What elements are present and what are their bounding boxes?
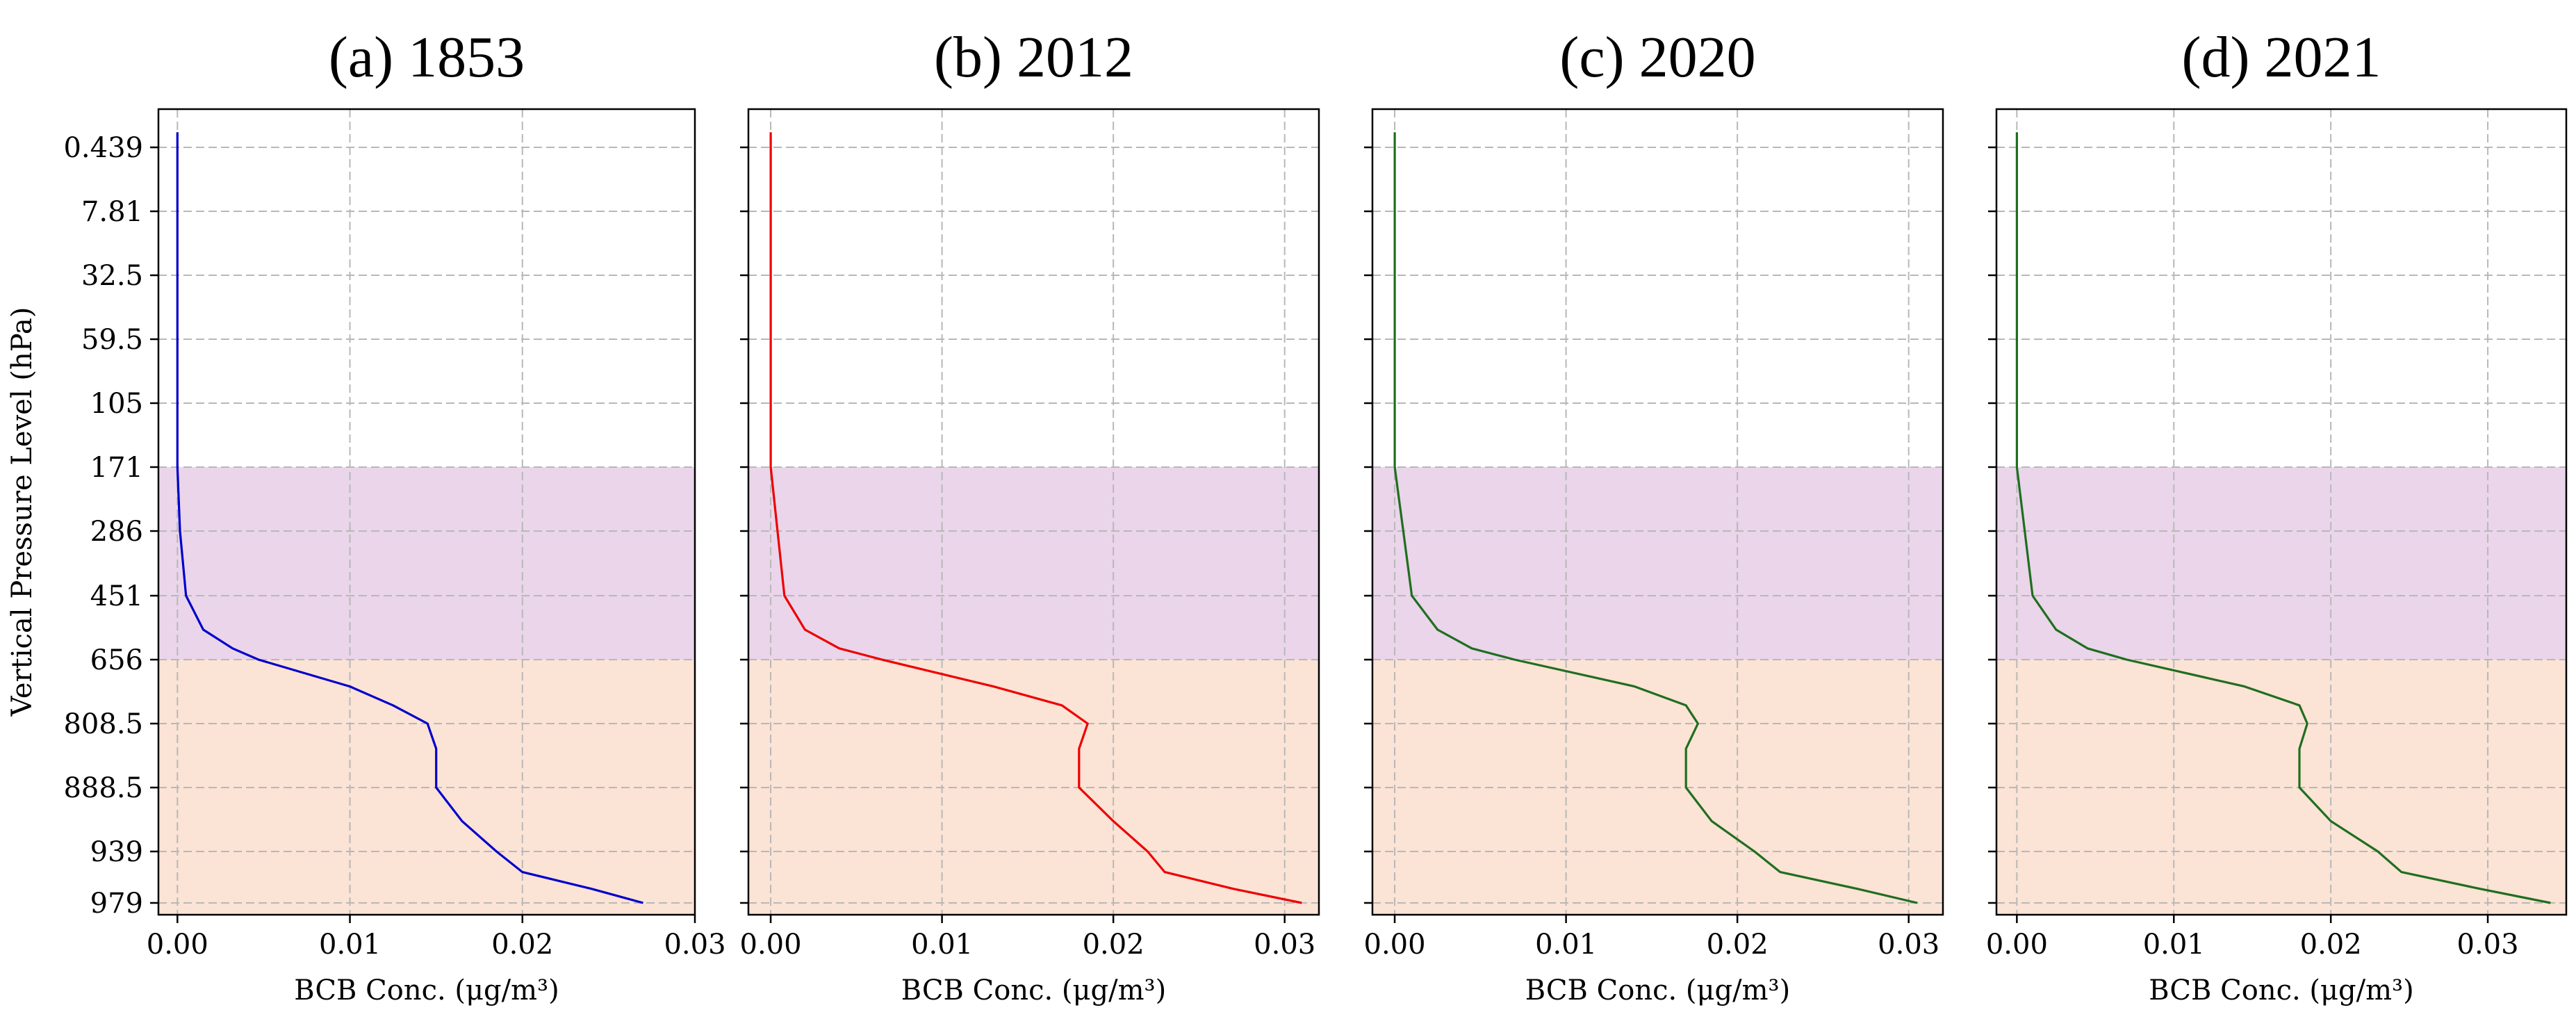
series-line: [1393, 132, 1918, 904]
shaded-band: [158, 467, 695, 660]
plot-frame: [157, 108, 696, 916]
x-axis-label: BCB Conc. (μg/m³): [1525, 975, 1790, 1006]
chart-panel: 0.00 0.01 0.02 0.03 BCB Conc. (μg/m³) (b) 201…: [740, 25, 1320, 1006]
x-tick-label: 0.02: [2300, 929, 2362, 961]
y-tick-label: 32.5: [81, 260, 143, 292]
x-tick-label: 0.03: [1878, 929, 1939, 961]
x-tick-label: 0.01: [2143, 929, 2205, 961]
y-tick-label: 171: [90, 452, 143, 484]
x-tick-label: 0.03: [2457, 929, 2519, 961]
chart-panel: 0.00 0.01 0.02 0.03 BCB Conc. (μg/m³) (d) 202…: [1986, 25, 2568, 1006]
y-axis-label: Vertical Pressure Level (hPa): [6, 307, 38, 717]
y-tick-label: 939: [90, 836, 143, 868]
x-axis-label: BCB Conc. (μg/m³): [294, 975, 559, 1006]
shaded-band: [1372, 467, 1943, 660]
x-axis-label: BCB Conc. (μg/m³): [2149, 975, 2413, 1006]
panel-title: (b) 2012: [934, 25, 1133, 90]
x-tick-label: 0.01: [1535, 929, 1597, 961]
y-tick-label: 7.81: [81, 196, 143, 228]
shaded-band: [1996, 467, 2566, 660]
x-tick-label: 0.02: [1083, 929, 1145, 961]
x-tick-label: 0.00: [147, 929, 208, 961]
panel-title: (d) 2021: [2182, 25, 2381, 90]
y-tick-label: 286: [90, 516, 143, 548]
y-tick-label: 808.5: [63, 708, 143, 740]
x-tick-label: 0.00: [740, 929, 802, 961]
plot-frame: [1995, 108, 2568, 916]
series-line: [2015, 132, 2551, 904]
x-tick-label: 0.02: [1707, 929, 1769, 961]
series-line: [769, 132, 1302, 904]
y-tick-label: 451: [90, 580, 143, 612]
y-tick-label: 656: [90, 644, 143, 676]
x-tick-label: 0.02: [491, 929, 553, 961]
plot-frame: [1371, 108, 1944, 916]
x-tick-label: 0.00: [1364, 929, 1426, 961]
x-axis-label: BCB Conc. (μg/m³): [901, 975, 1166, 1006]
x-tick-label: 0.01: [319, 929, 381, 961]
shaded-band: [1996, 660, 2566, 915]
y-tick-label: 105: [90, 388, 143, 420]
plot-frame: [747, 108, 1320, 916]
x-tick-label: 0.03: [664, 929, 725, 961]
y-tick-label: 0.439: [63, 132, 143, 164]
panel-title: (c) 2020: [1559, 25, 1755, 90]
y-tick-label: 888.5: [63, 772, 143, 804]
chart-panel: 0.439 7.81 32.5 59.5 105 171 286 451 656 808.5 888…: [63, 25, 725, 1006]
shaded-band: [748, 467, 1319, 660]
chart-panel: 0.00 0.01 0.02 0.03 BCB Conc. (μg/m³) (c) 202…: [1364, 25, 1944, 1006]
panel-title: (a) 1853: [329, 25, 525, 90]
y-tick-label: 59.5: [81, 324, 143, 356]
shaded-band: [1372, 660, 1943, 915]
x-tick-label: 0.01: [911, 929, 973, 961]
x-tick-label: 0.03: [1254, 929, 1315, 961]
series-line: [176, 132, 643, 904]
x-tick-label: 0.00: [1986, 929, 2048, 961]
y-tick-label: 979: [90, 888, 143, 920]
